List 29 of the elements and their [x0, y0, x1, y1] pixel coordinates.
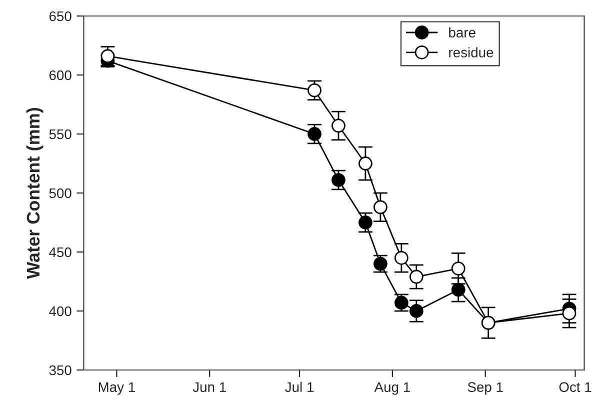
x-tick-label: Oct 1	[559, 382, 592, 392]
y-tick-label: 600	[49, 70, 72, 80]
y-tick-label: 550	[49, 129, 72, 140]
point	[409, 270, 424, 284]
point	[451, 282, 466, 297]
y-tick-label: 400	[49, 306, 72, 316]
y-tick-label: 450	[49, 247, 72, 258]
legend-label: bare	[449, 27, 476, 38]
x-tick-label: May 1	[98, 382, 135, 395]
point	[308, 83, 322, 98]
x-tick-label: Sep 1	[468, 382, 503, 395]
x-tick-label: Aug 1	[374, 382, 410, 395]
point	[358, 216, 372, 230]
y-tick-label: 350	[49, 365, 72, 376]
point	[409, 304, 424, 318]
point	[394, 250, 408, 265]
point	[332, 173, 346, 187]
point	[451, 262, 466, 276]
y-tick-label: 500	[49, 188, 72, 198]
point	[308, 127, 322, 141]
point	[332, 118, 346, 133]
x-tick-label: Jun 1	[192, 382, 226, 392]
y-axis-title: Water Content (mm)	[26, 108, 44, 279]
y-tick-label: 650	[49, 11, 72, 22]
point	[373, 200, 388, 214]
point	[358, 156, 372, 170]
x-tick-label: Jul 1	[285, 382, 314, 392]
point	[562, 306, 576, 320]
legend-label: residue	[449, 47, 494, 58]
